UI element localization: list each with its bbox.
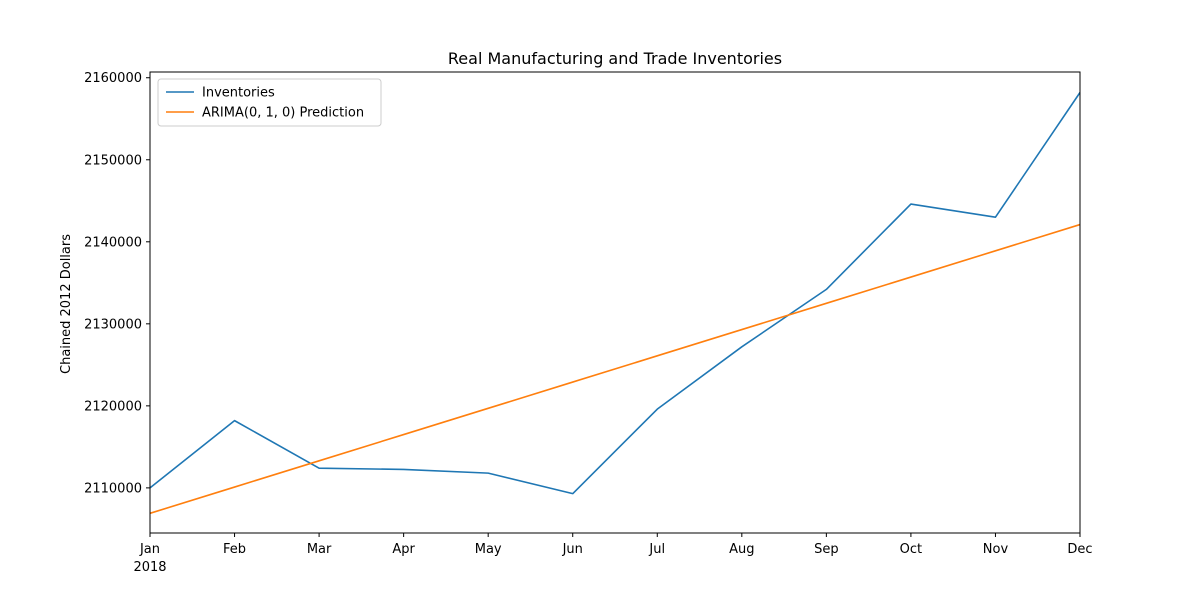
axes-frame	[149, 71, 1081, 534]
y-tick-label: 2110000	[84, 481, 142, 496]
x-tick-label: Jan	[139, 542, 160, 557]
axes: 2110000 2120000 2130000 2140000 2150000 21600…	[84, 71, 1092, 575]
legend-label-2: ARIMA(0, 1, 0) Prediction	[202, 106, 364, 121]
y-tick-label: 2160000	[84, 71, 142, 86]
y-axis-label: Chained 2012 Dollars	[59, 234, 74, 374]
legend: Inventories ARIMA(0, 1, 0) Prediction	[157, 78, 382, 127]
x-tick-label: Aug	[729, 542, 754, 557]
series-line-1	[149, 92, 1081, 495]
x-tick-label: Oct	[900, 542, 922, 557]
x-tick-label: Jul	[648, 542, 665, 557]
x-tick-label: Feb	[223, 542, 246, 557]
x-tick-label: May	[475, 542, 502, 557]
x-tick-label: Mar	[307, 542, 332, 557]
x-tick-label: Dec	[1067, 542, 1092, 557]
x-year-label: 2018	[133, 560, 166, 575]
legend-label-1: Inventories	[202, 86, 275, 101]
series-line-2	[149, 223, 1081, 515]
y-tick-label: 2140000	[84, 235, 142, 250]
x-tick-label: Apr	[392, 542, 415, 557]
y-tick-label: 2120000	[84, 399, 142, 414]
y-tick-label: 2150000	[84, 153, 142, 168]
y-tick-label: 2130000	[84, 317, 142, 332]
legend-box	[157, 78, 382, 127]
chart-title: Real Manufacturing and Trade Inventories	[448, 49, 782, 68]
x-tick-label: Sep	[814, 542, 839, 557]
x-tick-label: Nov	[983, 542, 1009, 557]
plot-area	[149, 92, 1081, 515]
x-tick-label: Jun	[562, 542, 583, 557]
